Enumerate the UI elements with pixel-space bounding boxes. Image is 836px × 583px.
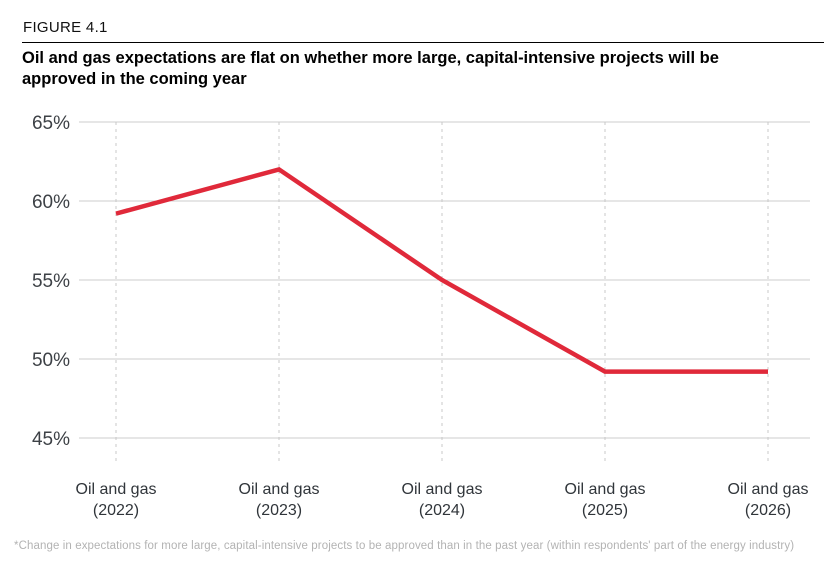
y-axis-tick-label: 45% [32, 429, 70, 450]
y-axis-tick-label: 60% [32, 192, 70, 213]
figure-label: FIGURE 4.1 [23, 19, 108, 36]
x-axis-category-label: Oil and gas (2023) [239, 481, 320, 519]
header-divider [22, 42, 824, 43]
chart-title: Oil and gas expectations are flat on whe… [22, 49, 719, 88]
x-axis-category-label: Oil and gas (2022) [76, 481, 157, 519]
x-axis-category-label: Oil and gas (2026) [728, 481, 809, 519]
data-line-oil-and-gas [115, 166, 768, 374]
y-axis-tick-label: 50% [32, 350, 70, 371]
x-axis-category-label: Oil and gas (2025) [565, 481, 646, 519]
chart-footnote: *Change in expectations for more large, … [14, 540, 795, 552]
x-axis-category-label: Oil and gas (2024) [402, 481, 483, 519]
y-axis-tick-label: 55% [32, 271, 70, 292]
y-axis-tick-label: 65% [32, 113, 70, 134]
